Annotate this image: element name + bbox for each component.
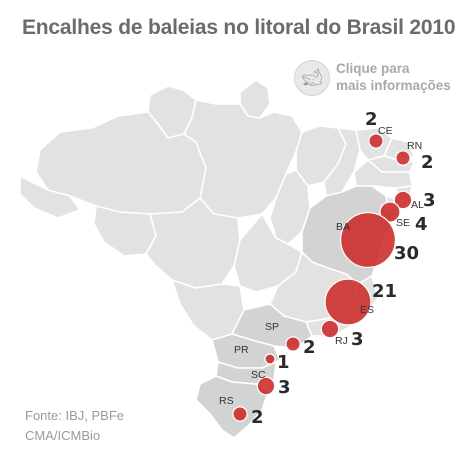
state-label-al: AL: [411, 199, 424, 211]
state-acre: [19, 175, 81, 219]
stranding-count-es: 21: [372, 281, 397, 302]
stranding-bubble-pr[interactable]: [264, 353, 276, 365]
stranding-bubble-rn[interactable]: [395, 150, 411, 166]
state-mato-grosso: [145, 197, 241, 289]
stranding-count-al: 3: [423, 190, 436, 211]
map-title: Encalhes de baleias no litoral do Brasil…: [22, 16, 456, 39]
state-label-rj: RJ: [335, 335, 348, 347]
stranding-bubble-rj[interactable]: [320, 319, 340, 339]
stranding-count-sc: 3: [278, 377, 291, 398]
stranding-bubble-sc[interactable]: [256, 376, 276, 396]
stranding-count-ba: 30: [394, 243, 419, 264]
stranding-count-ce: 2: [365, 109, 378, 130]
whale-icon: 🐋︎: [294, 60, 330, 96]
stranding-bubble-rs[interactable]: [232, 406, 248, 422]
state-label-sc: SC: [251, 369, 266, 381]
more-info-button[interactable]: 🐋︎ Clique para mais informações: [294, 60, 451, 96]
state-label-sp: SP: [265, 321, 279, 333]
stranding-bubble-al[interactable]: [393, 190, 413, 210]
more-info-line-2: mais informações: [336, 78, 451, 93]
state-label-ce: CE: [378, 125, 393, 137]
state-rondonia: [93, 205, 157, 257]
stranding-bubble-se[interactable]: [379, 201, 401, 223]
more-info-label: Clique para mais informações: [336, 60, 451, 94]
stranding-count-se: 4: [415, 214, 428, 235]
stranding-bubble-es[interactable]: [324, 278, 372, 326]
source-line-2: CMA/ICMBio: [25, 428, 101, 443]
state-label-rs: RS: [219, 395, 234, 407]
state-label-rn: RN: [407, 140, 422, 152]
stranding-count-rs: 2: [251, 407, 264, 428]
state-shapes: [19, 79, 415, 439]
state-label-ba: BA: [336, 221, 350, 233]
state-label-es: ES: [360, 304, 374, 316]
state-label-pr: PR: [234, 344, 249, 356]
state-rio-grande-do-sul: [195, 375, 269, 439]
source-line-1: Fonte: IBJ, PBFe: [25, 408, 124, 423]
source-note: Fonte: IBJ, PBFe CMA/ICMBio: [25, 406, 124, 446]
state-label-se: SE: [396, 217, 410, 229]
stranding-bubble-ce[interactable]: [368, 133, 384, 149]
stranding-bubble-sp[interactable]: [285, 336, 301, 352]
stranding-count-rj: 3: [351, 329, 364, 350]
stranding-count-sp: 2: [303, 337, 316, 358]
more-info-line-1: Clique para: [336, 61, 410, 76]
stranding-count-rn: 2: [421, 152, 434, 173]
stranding-bubble-ba[interactable]: [340, 212, 397, 269]
stranding-count-pr: 1: [277, 352, 290, 373]
